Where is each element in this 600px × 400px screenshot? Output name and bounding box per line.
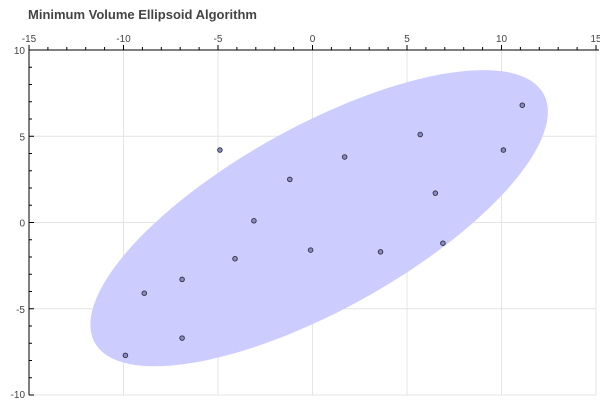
data-point xyxy=(141,290,148,296)
data-point xyxy=(179,335,185,341)
y-tick-label: 5 xyxy=(19,132,25,143)
x-tick-label: 10 xyxy=(496,34,508,45)
data-point xyxy=(179,276,185,283)
data-point xyxy=(440,240,446,246)
x-tick-label: -5 xyxy=(214,34,223,45)
data-point xyxy=(307,247,314,253)
x-tick-label: 0 xyxy=(310,34,316,45)
data-point xyxy=(377,249,384,255)
data-point xyxy=(500,147,507,153)
data-point xyxy=(122,352,129,359)
mve-ellipse xyxy=(90,70,548,367)
data-point xyxy=(251,218,257,224)
ellipse-layer xyxy=(90,70,548,367)
data-point xyxy=(341,154,348,160)
data-point xyxy=(519,102,526,108)
x-tick-label: -10 xyxy=(116,34,131,45)
data-point xyxy=(217,147,223,153)
data-point xyxy=(432,190,439,196)
y-tick-label: 10 xyxy=(14,46,26,57)
x-tick-label: 5 xyxy=(404,34,410,45)
y-tick-label: -5 xyxy=(16,305,25,316)
chart-title: Minimum Volume Ellipsoid Algorithm xyxy=(28,7,257,22)
data-point xyxy=(417,131,423,138)
x-tick-label: -15 xyxy=(22,34,37,45)
data-point xyxy=(232,255,238,262)
y-tick-label: -10 xyxy=(11,390,26,400)
axes: -15 -10 -5 0 5 10 15 10 5 0 -5 -10 xyxy=(11,34,600,400)
data-point xyxy=(287,176,293,183)
x-tick-label: 15 xyxy=(590,34,600,45)
y-tick-label: 0 xyxy=(19,219,25,230)
points-layer xyxy=(122,102,526,359)
